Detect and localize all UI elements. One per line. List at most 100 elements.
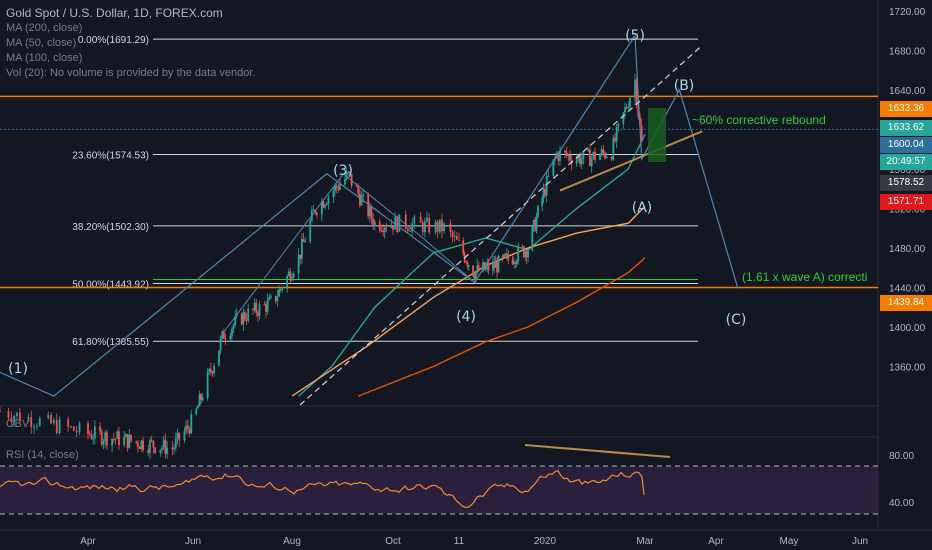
candle-body (496, 261, 498, 273)
candle-body (392, 225, 394, 230)
candle-body (569, 154, 571, 161)
candle-body (278, 289, 280, 297)
candle-body (514, 262, 517, 264)
candle-body (475, 271, 477, 280)
candle-body (124, 434, 127, 437)
candle-body (297, 254, 300, 274)
candle-body (458, 239, 460, 241)
candle-body (30, 417, 33, 427)
fib-level-label: 0.00%(1691.29) (78, 35, 149, 46)
candle-body (10, 417, 13, 422)
candle-body (544, 188, 546, 196)
candle-body (302, 239, 305, 242)
legend-ma200[interactable]: MA (200, close) (6, 22, 83, 34)
candle-body (209, 369, 212, 372)
candle-body (279, 288, 282, 290)
candle-body (222, 331, 225, 339)
candle-body (602, 149, 605, 153)
candle-body (589, 149, 591, 167)
candle-body (140, 440, 143, 449)
candle-body (265, 304, 267, 312)
candle-body (164, 439, 167, 454)
candle-body (211, 371, 214, 374)
candle-body (176, 432, 179, 439)
candle-body (362, 194, 365, 196)
candle-body (483, 262, 486, 270)
rsi-band (0, 466, 878, 514)
candle-body (247, 308, 250, 321)
candle-body (213, 365, 215, 374)
candle-body (18, 412, 21, 421)
candle-body (600, 149, 603, 155)
candle-body (112, 438, 115, 440)
price-badge[interactable]: 1571.71 (880, 194, 932, 210)
fib-level-label: 61.80%(1385.55) (72, 337, 149, 348)
candle-body (229, 336, 232, 339)
candle-body (88, 433, 91, 435)
candle-body (358, 193, 361, 206)
candle-body (552, 159, 555, 176)
fib-level-label: 50.00%(1443.92) (72, 280, 149, 291)
candle-body (335, 185, 338, 188)
candle-body (466, 262, 469, 267)
wave-label: (3) (333, 163, 353, 179)
price-badge[interactable]: 1633.62 (880, 120, 932, 136)
candle-body (504, 254, 507, 256)
candle-body (118, 431, 120, 446)
candle-body (137, 442, 139, 447)
price-tick-label: 1720.00 (889, 7, 926, 18)
candle-body (525, 251, 528, 258)
obv-pane-label[interactable]: OBV (6, 418, 30, 430)
fib-level-label: 38.20%(1502.30) (72, 222, 149, 233)
candle-body (152, 440, 155, 448)
legend-volume[interactable]: Vol (20): No volume is provided by the d… (6, 67, 256, 79)
candle-body (301, 239, 303, 259)
candle-body (497, 256, 500, 273)
candle-body (515, 261, 518, 264)
candle-body (541, 198, 544, 206)
candle-body (240, 313, 243, 325)
candle-body (104, 432, 107, 442)
candle-body (640, 125, 643, 142)
candle-body (567, 154, 570, 156)
candle-body (476, 265, 479, 272)
candle-body (486, 263, 489, 267)
candle-body (624, 107, 626, 113)
wave-label: (A) (632, 200, 653, 216)
candle-body (67, 419, 70, 427)
candle-body (426, 217, 428, 222)
candle-body (87, 423, 89, 434)
candle-body (535, 216, 538, 231)
price-badge[interactable]: 20:49:57 (880, 154, 932, 170)
rsi-pane-label[interactable]: RSI (14, close) (6, 449, 79, 461)
candle-body (367, 194, 370, 217)
candle-body (462, 240, 465, 254)
candle-body (339, 184, 341, 190)
legend-ma50[interactable]: MA (50, close) (6, 37, 77, 49)
price-tick-label: 1400.00 (889, 323, 926, 334)
candle-body (166, 447, 169, 454)
candle-body (270, 296, 272, 298)
candle-body (266, 300, 269, 312)
symbol-title[interactable]: Gold Spot / U.S. Dollar, 1D, FOREX.com (6, 6, 223, 20)
price-badge[interactable]: 1578.52 (880, 175, 932, 191)
candle-body (441, 219, 443, 232)
candle-body (347, 171, 350, 173)
candle-body (542, 188, 545, 199)
candle-body (116, 431, 119, 439)
wave-label: (4) (456, 309, 476, 325)
candle-body (332, 191, 335, 197)
candle-body (524, 251, 527, 257)
price-badge[interactable]: 1633.36 (880, 101, 932, 117)
candle-body (231, 328, 233, 337)
wave-label: (5) (625, 28, 645, 44)
legend-ma100[interactable]: MA (100, close) (6, 52, 83, 64)
candle-body (47, 414, 50, 419)
candle-body (370, 207, 373, 219)
candle-body (245, 319, 248, 321)
price-badge[interactable]: 1439.84 (880, 295, 932, 311)
price-badge[interactable]: 1600.04 (880, 137, 932, 153)
candle-body (382, 230, 384, 233)
candle-body (627, 107, 630, 109)
